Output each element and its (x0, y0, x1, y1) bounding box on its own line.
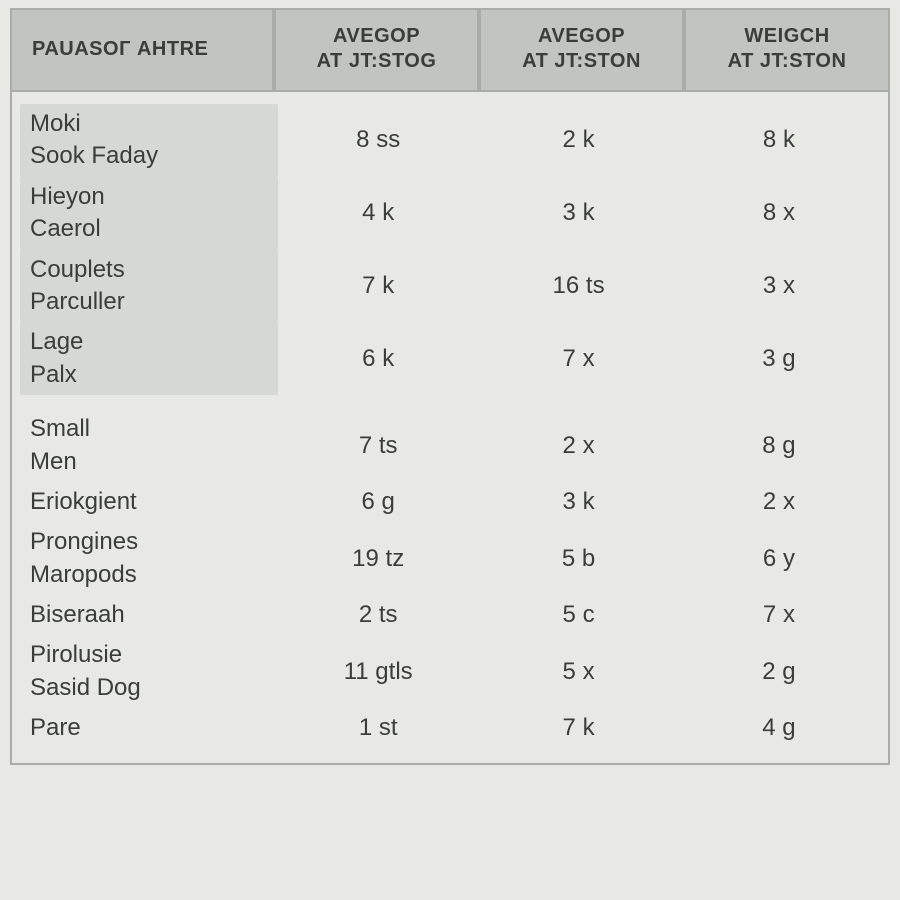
label-line1: Prongines (30, 526, 272, 558)
col-header-3-sub: AT JT:STON (692, 49, 882, 74)
col-header-3: WEIGCH AT JT:STON (684, 8, 890, 92)
cell-value: 3 k (478, 195, 678, 231)
col-header-2: AVEGOP AT JT:STON (479, 8, 684, 92)
label-line1: Couplets (30, 254, 272, 286)
label-line2: Sook Faday (30, 140, 272, 172)
cell-value: 4 k (278, 195, 478, 231)
cell-value: 7 x (478, 341, 678, 377)
row-label: Pare (20, 708, 278, 748)
label-line1: Moki (30, 108, 272, 140)
cell-value: 2 k (478, 122, 678, 158)
row-label: Pirolusie Sasid Dog (20, 635, 278, 708)
row-label: Moki Sook Faday (20, 104, 278, 177)
row-label: Lage Palx (20, 322, 278, 395)
table-row: Pare 1 st 7 k 4 g (20, 708, 880, 748)
row-label: Hieyon Caerol (20, 177, 278, 250)
cell-value: 2 x (679, 484, 879, 520)
cell-value: 7 x (679, 597, 879, 633)
label-line2: Caerol (30, 213, 272, 245)
cell-value: 6 g (278, 484, 478, 520)
cell-value: 5 x (478, 654, 678, 690)
cell-value: 8 x (679, 195, 879, 231)
col-header-0: PAUASOГ AHTRE (10, 8, 274, 92)
cell-value: 1 st (278, 710, 478, 746)
cell-value: 8 ss (278, 122, 478, 158)
table-row: Small Men 7 ts 2 x 8 g (20, 409, 880, 482)
cell-value: 3 x (679, 268, 879, 304)
row-label: Small Men (20, 409, 278, 482)
table-row: Prongines Maropods 19 tz 5 b 6 y (20, 522, 880, 595)
table-body-row: Moki Sook Faday 8 ss 2 k 8 k Hieyon Caer… (10, 92, 890, 765)
col-header-1-sub: AT JT:STOG (282, 49, 471, 74)
table-container: PAUASOГ AHTRE AVEGOP AT JT:STOG AVEGOP A… (0, 0, 900, 783)
col-header-3-title: WEIGCH (692, 24, 882, 49)
label-line2: Sasid Dog (30, 672, 272, 704)
cell-value: 6 k (278, 341, 478, 377)
cell-value: 16 ts (478, 268, 678, 304)
cell-value: 8 g (679, 428, 879, 464)
cell-value: 8 k (679, 122, 879, 158)
cell-value: 3 k (478, 484, 678, 520)
group-gap (20, 395, 880, 409)
label-line1: Hieyon (30, 181, 272, 213)
cell-value: 2 ts (278, 597, 478, 633)
label-line2: Maropods (30, 559, 272, 591)
col-header-1-title: AVEGOP (282, 24, 471, 49)
table-row: Moki Sook Faday 8 ss 2 k 8 k (20, 104, 880, 177)
label-line1: Lage (30, 326, 272, 358)
label-line2: Parculler (30, 286, 272, 318)
cell-value: 7 ts (278, 428, 478, 464)
row-label: Couplets Parculler (20, 250, 278, 323)
table-row: Hieyon Caerol 4 k 3 k 8 x (20, 177, 880, 250)
col-header-2-title: AVEGOP (487, 24, 676, 49)
table-row: Eriokgient 6 g 3 k 2 x (20, 482, 880, 522)
table-row: Biseraah 2 ts 5 c 7 x (20, 595, 880, 635)
data-table: PAUASOГ AHTRE AVEGOP AT JT:STOG AVEGOP A… (10, 8, 890, 765)
label-line1: Biseraah (30, 599, 272, 631)
col-header-1: AVEGOP AT JT:STOG (274, 8, 479, 92)
cell-value: 3 g (679, 341, 879, 377)
table-row: Pirolusie Sasid Dog 11 gtls 5 x 2 g (20, 635, 880, 708)
cell-value: 2 x (478, 428, 678, 464)
label-line1: Small (30, 413, 272, 445)
table-header-row: PAUASOГ AHTRE AVEGOP AT JT:STOG AVEGOP A… (10, 8, 890, 92)
cell-value: 7 k (478, 710, 678, 746)
table-row: Lage Palx 6 k 7 x 3 g (20, 322, 880, 395)
table-body-cell: Moki Sook Faday 8 ss 2 k 8 k Hieyon Caer… (10, 92, 890, 765)
table-grid: Moki Sook Faday 8 ss 2 k 8 k Hieyon Caer… (20, 104, 880, 749)
row-label: Eriokgient (20, 482, 278, 522)
cell-value: 4 g (679, 710, 879, 746)
cell-value: 7 k (278, 268, 478, 304)
table-row: Couplets Parculler 7 k 16 ts 3 x (20, 250, 880, 323)
cell-value: 5 c (478, 597, 678, 633)
label-line1: Pirolusie (30, 639, 272, 671)
row-label: Prongines Maropods (20, 522, 278, 595)
row-label: Biseraah (20, 595, 278, 635)
label-line2: Men (30, 446, 272, 478)
col-header-0-title: PAUASOГ AHTRE (32, 38, 208, 60)
label-line1: Eriokgient (30, 486, 272, 518)
cell-value: 2 g (679, 654, 879, 690)
col-header-2-sub: AT JT:STON (487, 49, 676, 74)
cell-value: 5 b (478, 541, 678, 577)
label-line1: Pare (30, 712, 272, 744)
cell-value: 11 gtls (278, 654, 478, 690)
cell-value: 6 y (679, 541, 879, 577)
cell-value: 19 tz (278, 541, 478, 577)
label-line2: Palx (30, 359, 272, 391)
